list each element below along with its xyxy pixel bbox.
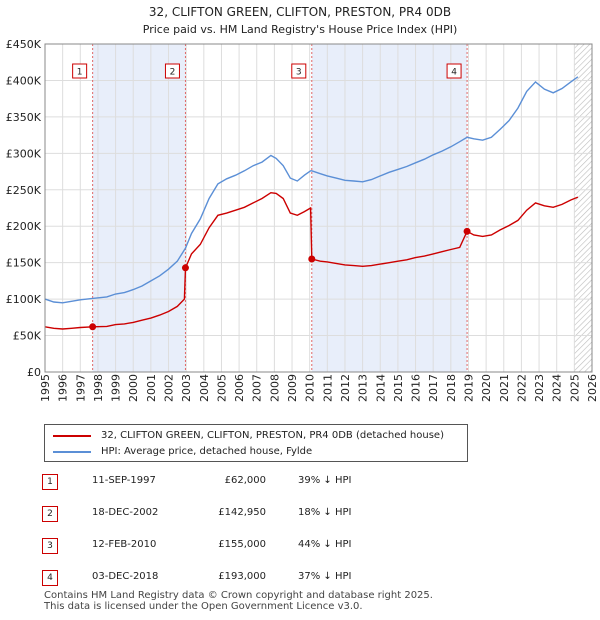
- x-tick-label: 2003: [180, 374, 193, 402]
- chart-title: 32, CLIFTON GREEN, CLIFTON, PRESTON, PR4…: [149, 5, 451, 19]
- x-tick-label: 2016: [410, 374, 423, 402]
- transaction-price: £155,000: [218, 539, 266, 550]
- x-tick-label: 2013: [357, 374, 370, 402]
- sale-label-box: [72, 63, 88, 79]
- footer-attribution: Contains HM Land Registry data © Crown c…: [44, 590, 433, 612]
- x-tick-label: 2008: [268, 374, 281, 402]
- x-tick-label: 2022: [515, 374, 528, 402]
- transaction-hpi-diff: 37% ↓ HPI: [298, 571, 352, 582]
- transaction-price: £62,000: [224, 475, 266, 486]
- property-price-line: [44, 191, 579, 330]
- transaction-number-badge: 1: [42, 474, 58, 490]
- sale-point: [308, 255, 316, 263]
- sale-point: [89, 323, 97, 331]
- footer-license: This data is licensed under the Open Gov…: [44, 601, 363, 612]
- sale-label: 3: [296, 68, 302, 78]
- transaction-row: 2 18-DEC-2002 £142,950 18% ↓ HPI: [40, 504, 460, 524]
- legend-swatch-property: [53, 435, 91, 437]
- x-tick-label: 2019: [462, 374, 475, 402]
- x-tick-label: 2005: [215, 374, 228, 402]
- x-tick-label: 1997: [74, 374, 87, 402]
- x-tick-label: 2023: [533, 374, 546, 402]
- plot-area: 1 2 3 4 £0 £50K £100K £150K £200K £250K £300K £350K…: [6, 38, 599, 402]
- transaction-date: 18-DEC-2002: [92, 507, 159, 518]
- y-tick-label: £50K: [13, 330, 42, 343]
- legend: 32, CLIFTON GREEN, CLIFTON, PRESTON, PR4…: [44, 424, 468, 462]
- y-tick-label: £450K: [6, 38, 42, 51]
- x-tick-label: 2014: [374, 374, 387, 402]
- transaction-hpi-diff: 39% ↓ HPI: [298, 475, 352, 486]
- transaction-row: 3 12-FEB-2010 £155,000 44% ↓ HPI: [40, 536, 460, 556]
- transaction-number-badge: 2: [42, 506, 58, 522]
- sale-point: [181, 264, 189, 272]
- transaction-hpi-diff: 44% ↓ HPI: [298, 539, 352, 550]
- legend-label-hpi: HPI: Average price, detached house, Fyld…: [101, 446, 313, 457]
- x-tick-label: 1996: [57, 374, 70, 402]
- y-tick-label: £0: [27, 366, 41, 379]
- x-tick-label: 2000: [127, 374, 140, 402]
- x-tick-label: 1995: [39, 374, 52, 402]
- x-tick-label: 2021: [498, 374, 511, 402]
- x-tick-label: 2012: [339, 374, 352, 402]
- x-tick-label: 1998: [92, 374, 105, 402]
- sale-label: 4: [451, 68, 457, 78]
- x-tick-label: 2007: [251, 374, 264, 402]
- x-tick-label: 2002: [163, 374, 176, 402]
- x-tick-label: 1999: [110, 374, 123, 402]
- x-tick-label: 2001: [145, 374, 158, 402]
- sale-label: 1: [77, 68, 83, 78]
- x-tick-label: 2026: [586, 374, 599, 402]
- x-tick-label: 2020: [480, 374, 493, 402]
- sale-label: 2: [170, 68, 176, 78]
- legend-label-property: 32, CLIFTON GREEN, CLIFTON, PRESTON, PR4…: [101, 430, 444, 441]
- y-tick-label: £150K: [6, 257, 42, 270]
- y-tick-label: £300K: [6, 147, 42, 160]
- transaction-row: 4 03-DEC-2018 £193,000 37% ↓ HPI: [40, 568, 460, 588]
- x-tick-label: 2017: [427, 374, 440, 402]
- y-tick-label: £100K: [6, 293, 42, 306]
- transaction-price: £142,950: [218, 507, 266, 518]
- x-tick-label: 2024: [551, 374, 564, 402]
- x-tick-label: 2004: [198, 374, 211, 402]
- shaded-span: [92, 44, 186, 372]
- shaded-span: [311, 44, 468, 372]
- y-tick-label: £350K: [6, 111, 42, 124]
- legend-swatch-hpi: [53, 451, 91, 453]
- x-tick-label: 2006: [233, 374, 246, 402]
- transaction-date: 11-SEP-1997: [92, 475, 156, 486]
- price-chart: 32, CLIFTON GREEN, CLIFTON, PRESTON, PR4…: [6, 5, 599, 402]
- sale-point: [463, 227, 471, 235]
- y-tick-label: £200K: [6, 220, 42, 233]
- y-tick-label: £250K: [6, 184, 42, 197]
- transaction-number-badge: 3: [42, 538, 58, 554]
- footer-copyright: Contains HM Land Registry data © Crown c…: [44, 590, 433, 601]
- sale-label-box: [291, 63, 307, 79]
- sale-label-box: [446, 63, 462, 79]
- plot-frame: [44, 43, 593, 373]
- future-hatch: [574, 44, 592, 372]
- transaction-row: 1 11-SEP-1997 £62,000 39% ↓ HPI: [40, 472, 460, 492]
- transaction-date: 12-FEB-2010: [92, 539, 157, 550]
- x-tick-label: 2011: [321, 374, 334, 402]
- hpi-line: [44, 76, 579, 304]
- y-tick-label: £400K: [6, 74, 42, 87]
- x-tick-label: 2025: [568, 374, 581, 402]
- x-tick-label: 2009: [286, 374, 299, 402]
- chart-subtitle: Price paid vs. HM Land Registry's House …: [143, 23, 458, 36]
- x-tick-label: 2018: [445, 374, 458, 402]
- transaction-date: 03-DEC-2018: [92, 571, 159, 582]
- transaction-number-badge: 4: [42, 570, 58, 586]
- transaction-hpi-diff: 18% ↓ HPI: [298, 507, 352, 518]
- sale-label-box: [164, 63, 180, 79]
- x-tick-label: 2010: [304, 374, 317, 402]
- x-tick-label: 2015: [392, 374, 405, 402]
- transaction-price: £193,000: [218, 571, 266, 582]
